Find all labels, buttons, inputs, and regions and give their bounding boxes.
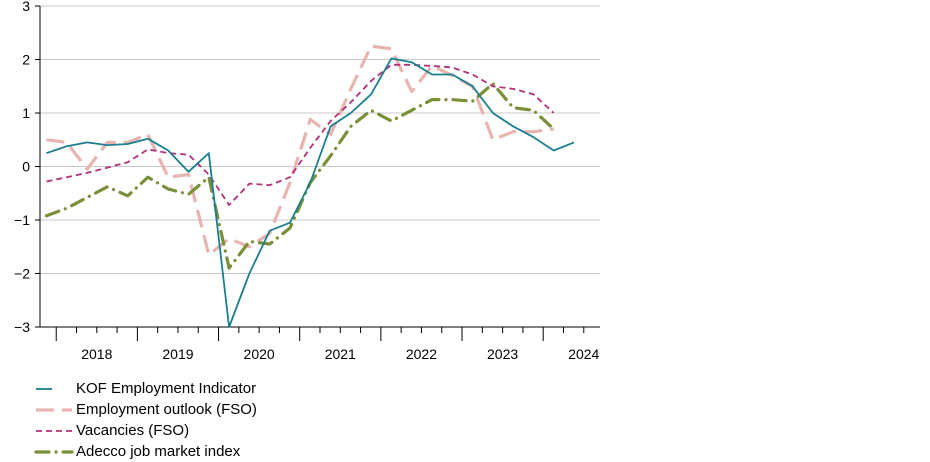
series-line [46,57,575,328]
x-tick-label: 2019 [162,346,193,362]
x-tick-label: 2021 [325,346,356,362]
y-tick-label: 2 [22,52,30,68]
legend-item: Employment outlook (FSO) [34,399,257,420]
legend-item: Vacancies (FSO) [34,420,257,441]
legend-label: KOF Employment Indicator [76,380,257,397]
y-tick-label: −3 [14,319,30,335]
x-tick-label: 2023 [487,346,518,362]
y-tick-label: −2 [14,266,30,282]
legend-label: Vacancies (FSO) [76,422,190,439]
legend-item: Adecco job market index [34,441,257,462]
x-tick-label: 2024 [568,346,599,362]
y-tick-labels: −3 −2 −1 0 1 2 3 [14,0,30,335]
axes [35,5,600,341]
legend-item: KOF Employment Indicator [34,378,257,399]
legend-swatch [34,449,74,454]
legend: KOF Employment Indicator Employment outl… [34,378,257,462]
legend-label: Employment outlook (FSO) [76,401,257,418]
legend-swatch [36,387,52,390]
series-lines [44,44,575,328]
y-tick-label: −1 [14,212,30,228]
legend-swatch [36,429,72,432]
legend-swatch [36,407,72,412]
legend-label: Adecco job market index [76,443,241,460]
y-tick-label: 3 [22,0,30,14]
gridlines [40,5,600,328]
x-tick-label: 2020 [244,346,275,362]
x-tick-label: 2018 [81,346,112,362]
x-tick-labels: 2018 2019 2020 2021 2022 2023 2024 [81,346,599,362]
series-line [46,63,555,206]
y-tick-label: 1 [22,105,30,121]
x-tick-label: 2022 [406,346,437,362]
y-tick-label: 0 [22,159,30,175]
series-line [44,81,556,270]
